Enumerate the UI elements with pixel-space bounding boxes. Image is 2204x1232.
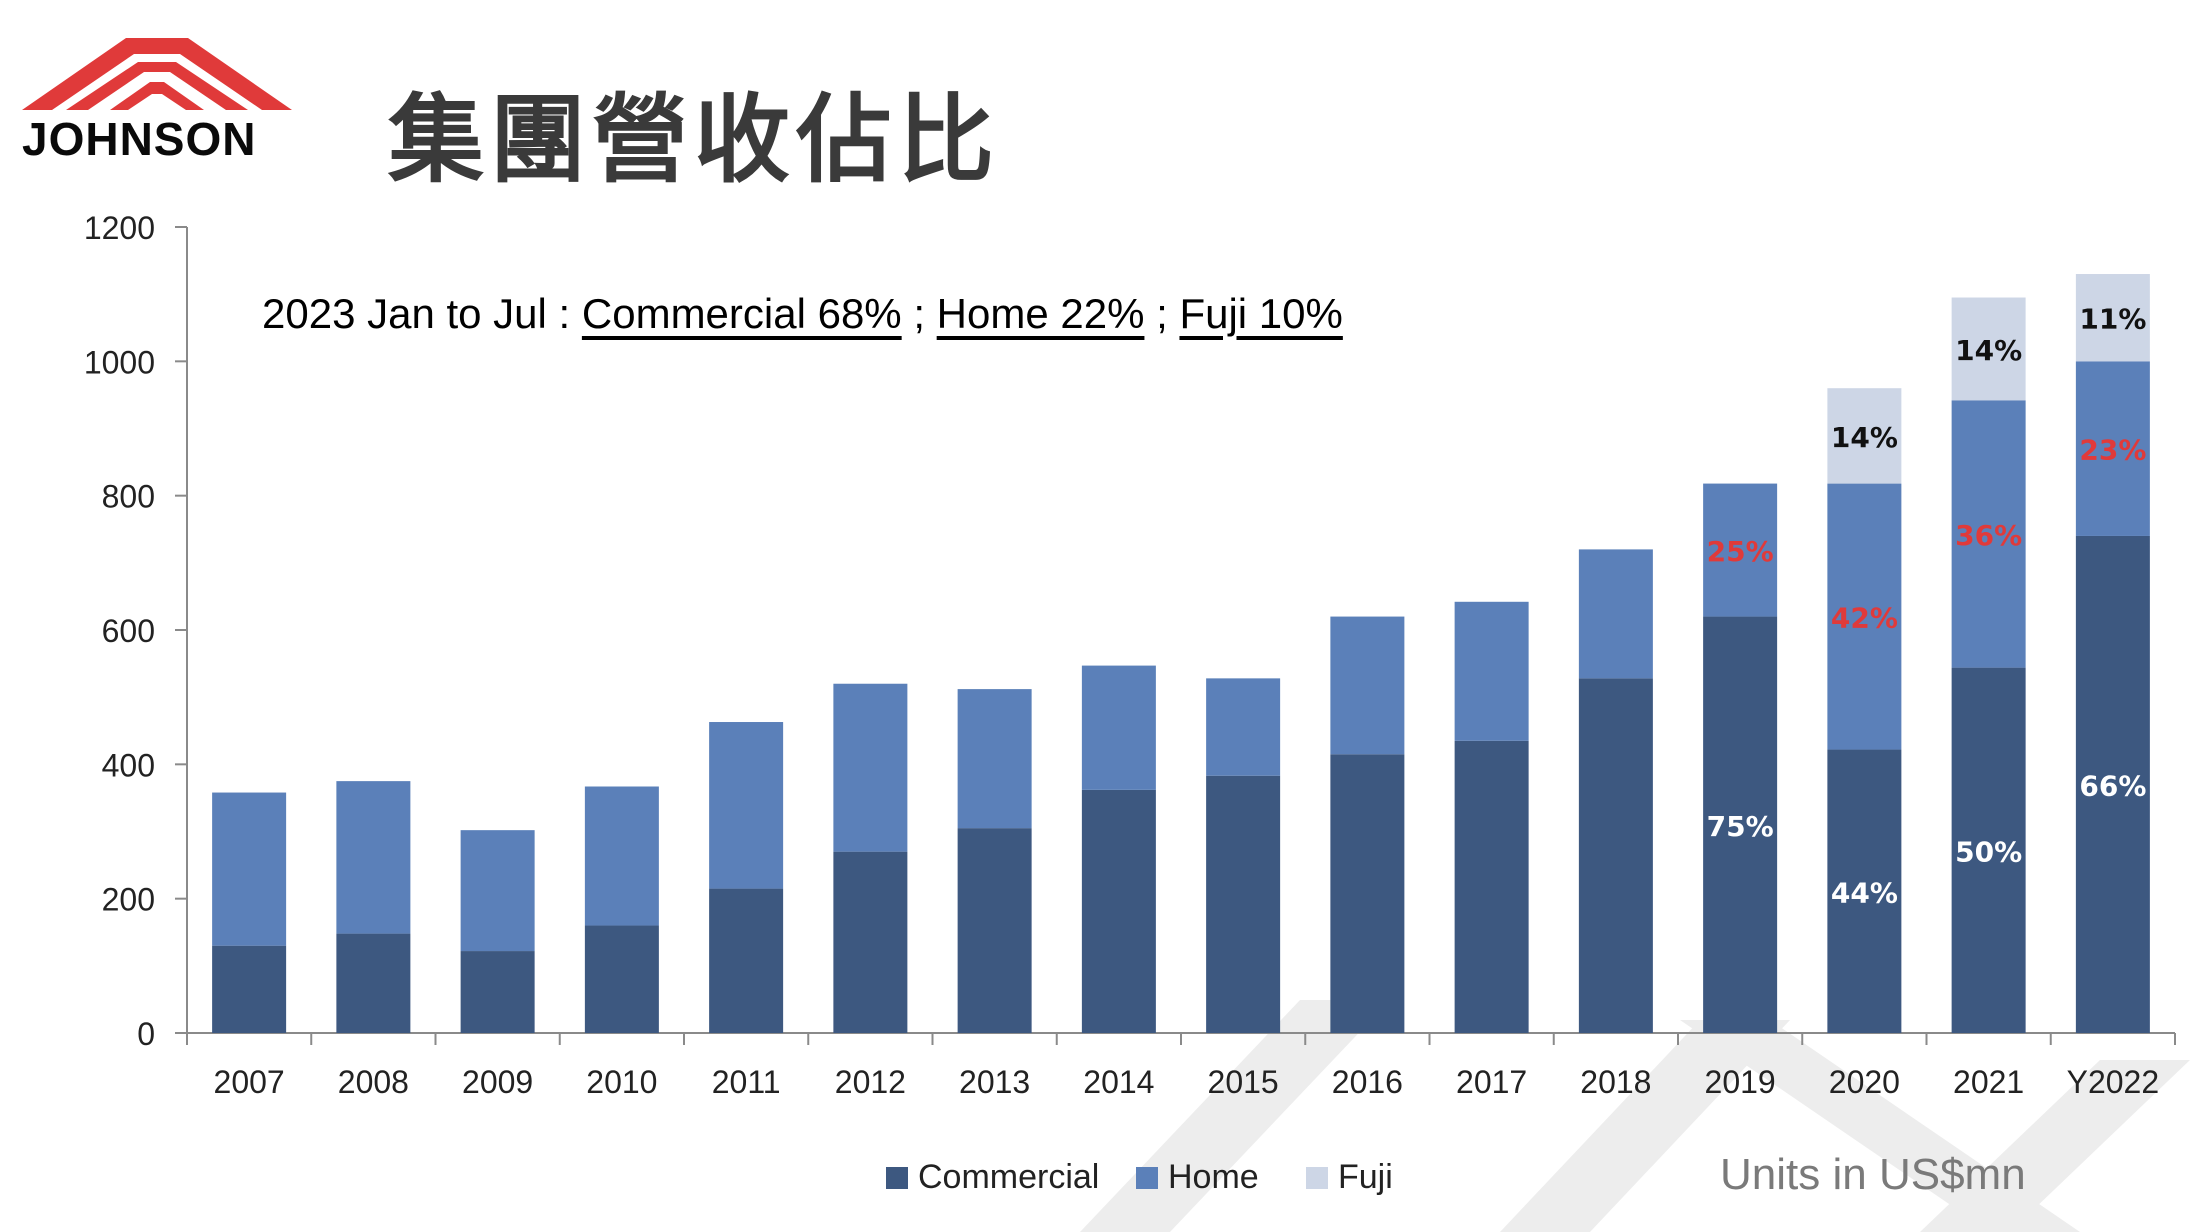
annotation-fuji: Fuji 10% — [1179, 290, 1343, 337]
y-tick-label: 1200 — [84, 210, 155, 246]
x-tick-label: 2007 — [214, 1064, 285, 1100]
legend-home-swatch — [1136, 1166, 1158, 1189]
bar-home-2012 — [833, 683, 908, 852]
x-tick-label: 2013 — [959, 1064, 1030, 1100]
legend-commercial-label: Commercial — [918, 1158, 1100, 1196]
bar-commercial-2012 — [833, 851, 908, 1033]
bar-fuji-y2022 — [2075, 274, 2150, 362]
bar-fuji-2020 — [1827, 388, 1902, 484]
legend-home-label: Home — [1168, 1158, 1259, 1196]
y-tick-label: 200 — [102, 882, 155, 918]
bar-fuji-2021 — [1951, 297, 2026, 401]
bar-commercial-2014 — [1081, 789, 1156, 1033]
bar-home-y2022 — [2075, 361, 2150, 536]
legend-home: Home — [1136, 1158, 1259, 1197]
bar-home-2021 — [1951, 400, 2026, 668]
bar-commercial-2007 — [212, 945, 287, 1033]
x-tick-label: 2014 — [1083, 1064, 1154, 1100]
data-label: 14% — [1955, 334, 2022, 367]
units-note: Units in US$mn — [1720, 1150, 2026, 1199]
bar-home-2010 — [584, 786, 659, 926]
y-tick-label: 0 — [137, 1016, 155, 1052]
y-tick-label: 800 — [102, 479, 155, 515]
data-label: 25% — [1707, 535, 1774, 568]
x-tick-label: 2019 — [1705, 1064, 1776, 1100]
bar-home-2014 — [1081, 665, 1156, 790]
bar-commercial-2018 — [1578, 678, 1653, 1033]
bar-home-2007 — [212, 792, 287, 946]
data-label: 44% — [1831, 876, 1898, 909]
legend-commercial: Commercial — [886, 1158, 1099, 1197]
x-tick-label: 2012 — [835, 1064, 906, 1100]
annotation-commercial: Commercial 68% — [581, 290, 902, 337]
bar-commercial-2009 — [460, 951, 535, 1033]
y-tick-label: 400 — [102, 747, 155, 783]
x-tick-label: Y2022 — [2067, 1064, 2160, 1100]
x-tick-label: 2017 — [1456, 1064, 1527, 1100]
johnson-logo-icon — [22, 38, 292, 110]
y-tick-label: 600 — [102, 613, 155, 649]
bar-commercial-2011 — [709, 888, 784, 1033]
legend-commercial-swatch — [886, 1166, 908, 1189]
bar-home-2015 — [1206, 678, 1281, 776]
bar-home-2011 — [709, 722, 784, 889]
data-label: 11% — [2079, 303, 2146, 336]
data-label: 50% — [1955, 835, 2022, 868]
x-tick-label: 2016 — [1332, 1064, 1403, 1100]
annotation-home: Home 22% — [936, 290, 1145, 337]
data-label: 14% — [1831, 421, 1898, 454]
annotation-separator: ; — [901, 290, 937, 337]
data-label: 23% — [2079, 434, 2146, 467]
x-tick-label: 2015 — [1208, 1064, 1279, 1100]
bar-home-2020 — [1827, 483, 1902, 750]
bar-commercial-2020 — [1827, 749, 1902, 1033]
x-tick-label: 2011 — [712, 1064, 781, 1100]
bar-commercial-2021 — [1951, 667, 2026, 1033]
bar-commercial-2008 — [336, 933, 411, 1033]
legend-fuji: Fuji — [1306, 1158, 1393, 1197]
data-label: 75% — [1707, 810, 1774, 843]
annotation-separator: ; — [1144, 290, 1180, 337]
bar-commercial-2017 — [1454, 740, 1529, 1033]
bar-home-2017 — [1454, 601, 1529, 741]
bar-commercial-y2022 — [2075, 535, 2150, 1033]
bar-home-2018 — [1578, 549, 1653, 679]
legend-fuji-swatch — [1306, 1166, 1328, 1189]
data-label: 66% — [2079, 769, 2146, 802]
bar-commercial-2013 — [957, 828, 1032, 1033]
x-tick-label: 2018 — [1580, 1064, 1651, 1100]
bar-commercial-2015 — [1206, 775, 1281, 1033]
bar-commercial-2019 — [1703, 616, 1778, 1033]
x-tick-label: 2020 — [1829, 1064, 1900, 1100]
bar-home-2016 — [1330, 616, 1405, 755]
bar-home-2019 — [1703, 483, 1778, 617]
logo-text: JOHNSON — [22, 113, 257, 165]
x-tick-label: 2008 — [338, 1064, 409, 1100]
x-tick-label: 2009 — [462, 1064, 533, 1100]
slide-title: 集團營收佔比 — [388, 84, 1000, 196]
x-tick-label: 2010 — [586, 1064, 657, 1100]
legend-fuji-label: Fuji — [1338, 1158, 1393, 1196]
data-label: 36% — [1955, 519, 2022, 552]
annotation-prefix: 2023 Jan to Jul : — [262, 290, 582, 337]
bar-home-2008 — [336, 781, 411, 934]
ytd-annotation: 2023 Jan to Jul : Commercial 68% ; Home … — [262, 290, 1343, 338]
y-tick-label: 1000 — [84, 344, 155, 380]
bar-commercial-2016 — [1330, 754, 1405, 1033]
x-tick-label: 2021 — [1953, 1064, 2024, 1100]
data-label: 42% — [1831, 602, 1898, 635]
bar-home-2013 — [957, 689, 1032, 829]
bar-commercial-2010 — [584, 925, 659, 1033]
bar-home-2009 — [460, 830, 535, 952]
